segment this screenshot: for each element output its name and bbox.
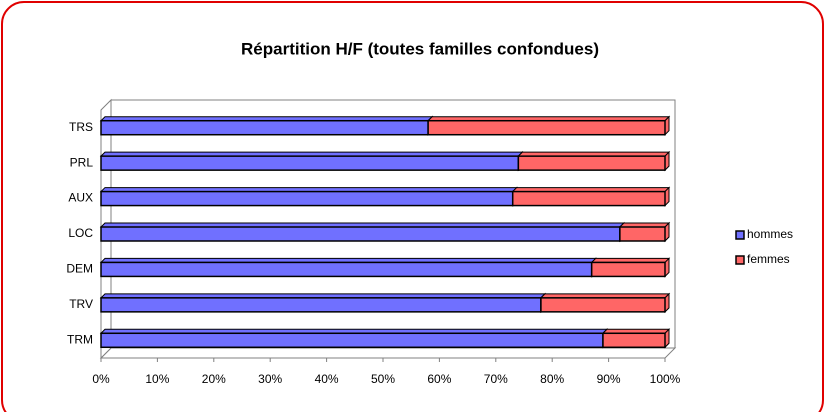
bar (100, 332, 604, 349)
y-tick-label: DEM (66, 262, 93, 276)
chart-title: Répartition H/F (toutes familles confond… (241, 39, 599, 58)
bar (100, 155, 520, 171)
bar (602, 332, 666, 349)
bar (517, 155, 666, 171)
x-tick-label: 50% (371, 372, 395, 386)
x-tick-label: 30% (258, 372, 282, 386)
y-tick-label: TRS (69, 120, 93, 134)
bar (619, 226, 666, 242)
bar (511, 190, 666, 207)
x-tick-label: 100% (650, 372, 681, 386)
bar (100, 119, 429, 136)
bar (540, 297, 666, 313)
back-wall (99, 347, 677, 359)
bar (100, 297, 542, 313)
back-frame (111, 99, 676, 348)
y-tick-label: LOC (68, 226, 93, 240)
x-tick-label: 20% (202, 372, 226, 386)
x-tick-label: 90% (597, 372, 621, 386)
bar (427, 119, 666, 136)
x-tick-label: 80% (540, 372, 564, 386)
legend-label: hommes (747, 227, 793, 241)
y-tick-label: TRM (67, 332, 93, 346)
legend-swatch (735, 255, 745, 265)
x-tick-label: 10% (145, 372, 169, 386)
legend-label: femmes (747, 252, 790, 266)
bar (100, 190, 514, 207)
x-tick-label: 40% (315, 372, 339, 386)
legend-swatch (735, 230, 745, 240)
y-tick-label: AUX (68, 191, 93, 205)
bar (590, 261, 666, 278)
x-tick-label: 70% (484, 372, 508, 386)
bar (100, 226, 621, 242)
x-tick-label: 0% (92, 372, 110, 386)
y-tick-label: PRL (70, 155, 94, 169)
y-tick-label: TRV (69, 297, 93, 311)
x-tick-label: 60% (427, 372, 451, 386)
bar (100, 261, 593, 278)
